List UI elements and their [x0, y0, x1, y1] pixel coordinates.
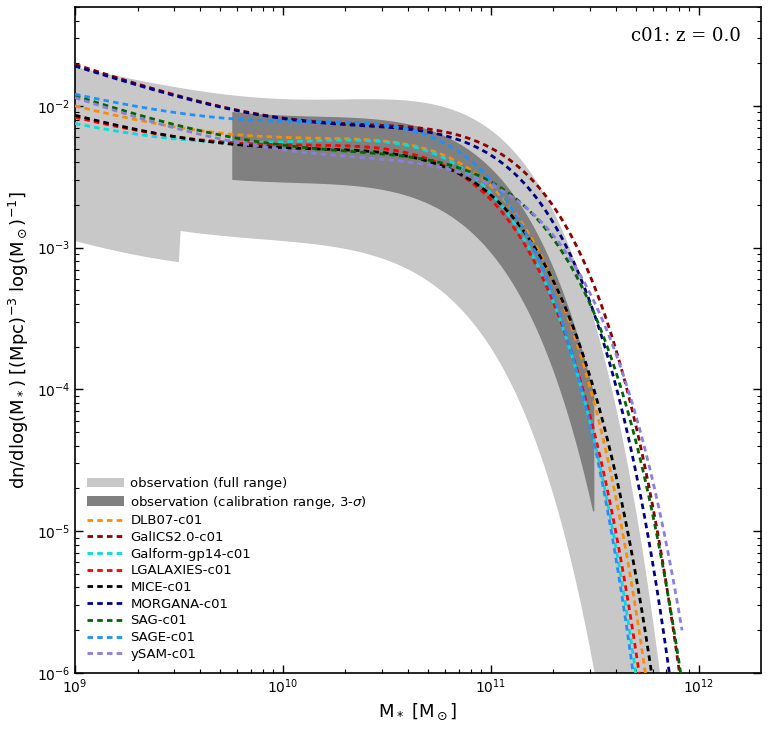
Text: c01: z = 0.0: c01: z = 0.0	[631, 27, 740, 45]
Legend: observation (full range), observation (calibration range, 3-$\sigma$), DLB07-c01: observation (full range), observation (c…	[81, 472, 372, 666]
Y-axis label: dn/dlog(M$_*$) [(Mpc)$^{-3}$ log(M$_\odot$)$^{-1}$]: dn/dlog(M$_*$) [(Mpc)$^{-3}$ log(M$_\odo…	[7, 191, 31, 488]
X-axis label: M$_*$ [M$_\odot$]: M$_*$ [M$_\odot$]	[379, 702, 458, 722]
